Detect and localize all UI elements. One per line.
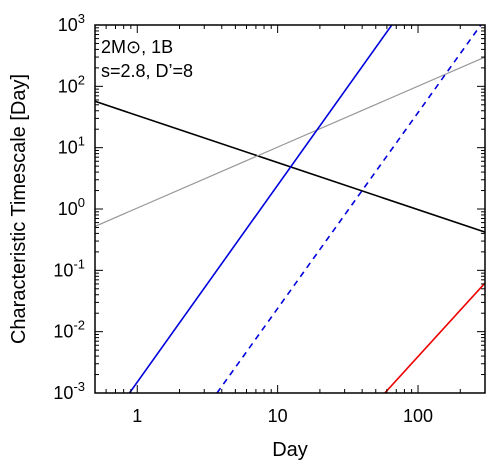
y-tick-base: 10 xyxy=(58,138,78,158)
y-tick-label: 100 xyxy=(58,195,85,219)
annotation-params: s=2.8, D’=8 xyxy=(101,61,193,81)
y-tick-label: 102 xyxy=(58,72,85,96)
y-tick-base: 10 xyxy=(58,76,78,96)
y-tick-exponent: -2 xyxy=(73,318,85,333)
y-tick-base: 10 xyxy=(58,15,78,35)
y-tick-base: 10 xyxy=(58,199,78,219)
y-tick-exponent: 0 xyxy=(78,195,85,210)
y-tick-label: 10-3 xyxy=(53,379,85,403)
y-tick-base: 10 xyxy=(53,260,73,280)
y-tick-label: 10-1 xyxy=(53,256,85,280)
y-tick-exponent: -1 xyxy=(73,256,85,271)
y-axis-label: Characteristic Timescale [Day] xyxy=(8,74,30,344)
x-tick-label: 100 xyxy=(403,406,433,426)
y-tick-base: 10 xyxy=(53,322,73,342)
y-tick-exponent: 3 xyxy=(78,11,85,26)
series-layer xyxy=(95,25,485,393)
x-tick-label: 10 xyxy=(268,406,288,426)
y-tick-label: 10-2 xyxy=(53,318,85,342)
series-line-2 xyxy=(95,56,485,227)
series-line-3 xyxy=(128,25,393,393)
y-tick-base: 10 xyxy=(53,383,73,403)
plot-frame xyxy=(94,24,486,394)
y-tick-label: 101 xyxy=(58,134,85,158)
series-line-5 xyxy=(384,282,485,393)
y-tick-exponent: 1 xyxy=(78,134,85,149)
series-line-4 xyxy=(216,25,482,393)
y-tick-exponent: -3 xyxy=(73,379,85,394)
y-tick-label: 103 xyxy=(58,11,85,35)
y-tick-exponent: 2 xyxy=(78,72,85,87)
x-axis-label: Day xyxy=(272,439,308,461)
x-tick-label: 1 xyxy=(132,406,142,426)
annotation-mass: 2M⊙, 1B xyxy=(101,37,173,57)
